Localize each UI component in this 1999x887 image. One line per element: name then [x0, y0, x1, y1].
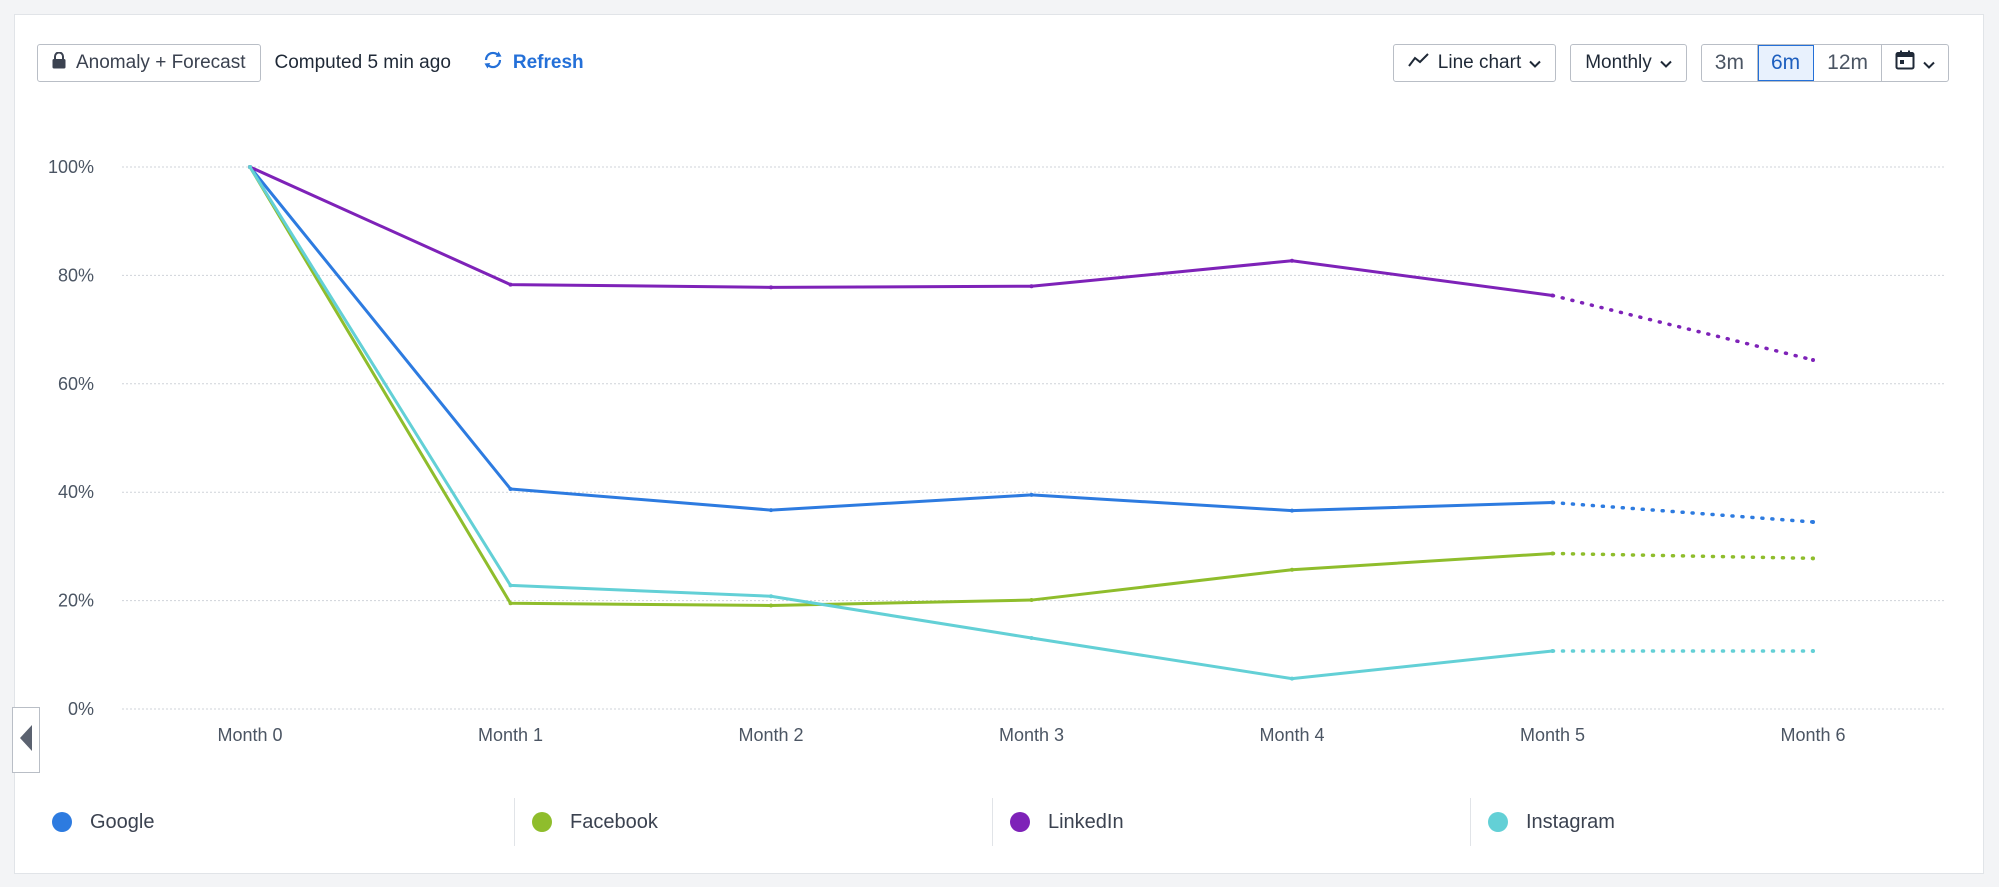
data-point[interactable] [1811, 520, 1815, 525]
y-tick-label: 0% [68, 699, 94, 719]
gridlines [122, 166, 1945, 710]
line-chart-icon [1407, 52, 1430, 74]
data-point[interactable] [769, 285, 773, 290]
date-picker-button[interactable] [1882, 45, 1948, 81]
range-selector: 3m 6m 12m [1700, 44, 1949, 82]
legend-item-linkedin[interactable]: LinkedIn [991, 798, 1470, 846]
data-point[interactable] [1811, 357, 1815, 362]
data-point[interactable] [1550, 500, 1555, 505]
x-tick-label: Month 6 [1780, 725, 1845, 745]
data-point[interactable] [769, 603, 773, 608]
legend-dot [1009, 812, 1030, 832]
data-point[interactable] [248, 165, 252, 169]
legend-dot [1487, 812, 1508, 832]
legend-label: Facebook [569, 810, 658, 833]
data-point[interactable] [1029, 284, 1034, 289]
series-linkedin[interactable] [248, 165, 1815, 362]
data-point[interactable] [1290, 567, 1294, 572]
data-point[interactable] [1290, 258, 1294, 263]
chevron-down-icon [1923, 51, 1935, 75]
legend-item-facebook[interactable]: Facebook [513, 798, 992, 846]
range-12m-button[interactable]: 12m [1814, 45, 1882, 81]
x-tick-label: Month 4 [1259, 725, 1324, 745]
range-6m-button[interactable]: 6m [1757, 45, 1815, 81]
forecast-line[interactable] [1550, 551, 1815, 561]
analysis-mode-badge[interactable]: Anomaly + Forecast [37, 44, 261, 82]
forecast-line[interactable] [1550, 500, 1815, 524]
data-point[interactable] [1290, 508, 1294, 513]
toolbar-right: Line chart Monthly 3m 6m 12m [1392, 43, 1949, 83]
data-point[interactable] [1290, 676, 1294, 681]
series-line[interactable] [248, 166, 1553, 513]
data-point[interactable] [1550, 649, 1555, 654]
caret-left-icon [19, 724, 33, 757]
chart-card: Anomaly + Forecast Computed 5 min ago Re… [14, 14, 1984, 874]
chart-type-dropdown[interactable]: Line chart [1392, 44, 1557, 82]
series-lines [248, 165, 1815, 681]
data-point[interactable] [1029, 492, 1034, 497]
data-point[interactable] [508, 486, 513, 491]
data-point[interactable] [1811, 556, 1815, 561]
interval-label: Monthly [1585, 52, 1652, 73]
x-tick-label: Month 3 [999, 725, 1064, 745]
legend-item-google[interactable]: Google [36, 798, 514, 846]
data-point[interactable] [1029, 598, 1034, 603]
chevron-down-icon [1529, 52, 1541, 74]
data-point[interactable] [1550, 293, 1555, 298]
series-instagram[interactable] [248, 165, 1815, 681]
computed-status: Computed 5 min ago [274, 52, 451, 73]
series-line[interactable] [248, 166, 1553, 681]
calendar-icon [1895, 50, 1915, 76]
analysis-mode-label: Anomaly + Forecast [76, 52, 246, 73]
x-tick-label: Month 5 [1520, 725, 1585, 745]
series-line[interactable] [248, 166, 1553, 607]
toolbar-left: Anomaly + Forecast Computed 5 min ago Re… [37, 43, 584, 83]
y-tick-label: 60% [58, 374, 94, 394]
y-tick-label: 100% [48, 157, 94, 177]
refresh-label: Refresh [512, 52, 584, 73]
series-facebook[interactable] [248, 165, 1815, 608]
data-point[interactable] [769, 508, 773, 513]
y-tick-label: 80% [58, 265, 94, 285]
data-point[interactable] [1029, 635, 1034, 640]
collapse-panel-button[interactable] [12, 707, 40, 773]
chevron-down-icon [1660, 52, 1672, 74]
y-tick-label: 20% [58, 591, 94, 611]
legend-dot [52, 812, 72, 832]
data-point[interactable] [1811, 649, 1815, 654]
chart-type-label: Line chart [1437, 52, 1522, 73]
x-axis: Month 0 Month 1 Month 2 Month 3 Month 4 Month… [217, 725, 1845, 745]
y-tick-label: 40% [58, 482, 94, 502]
y-axis: 0% 20% 40% 60% 80% 100% [48, 157, 94, 719]
lock-icon [52, 51, 66, 75]
legend-label: Instagram [1525, 810, 1615, 833]
legend-label: LinkedIn [1047, 810, 1124, 833]
refresh-icon [481, 48, 505, 78]
range-3m-button[interactable]: 3m [1702, 45, 1758, 81]
legend-dot [531, 812, 552, 832]
x-tick-label: Month 0 [217, 725, 282, 745]
refresh-button[interactable]: Refresh [481, 48, 584, 78]
interval-dropdown[interactable]: Monthly [1570, 44, 1687, 82]
data-point[interactable] [1550, 551, 1555, 556]
x-tick-label: Month 2 [738, 725, 803, 745]
line-chart: 0% 20% 40% 60% 80% 100% Month 0 Month 1 Month 2… [48, 157, 1945, 745]
data-point[interactable] [508, 282, 513, 287]
data-point[interactable] [508, 601, 513, 606]
legend-label: Google [90, 810, 155, 833]
forecast-line[interactable] [1550, 293, 1815, 362]
x-tick-label: Month 1 [478, 725, 543, 745]
series-google[interactable] [248, 165, 1815, 525]
data-point[interactable] [769, 594, 773, 599]
series-line[interactable] [249, 165, 1553, 297]
legend: Google Facebook LinkedIn Instagram [36, 798, 1948, 846]
legend-item-instagram[interactable]: Instagram [1469, 798, 1948, 846]
data-point[interactable] [508, 583, 513, 588]
